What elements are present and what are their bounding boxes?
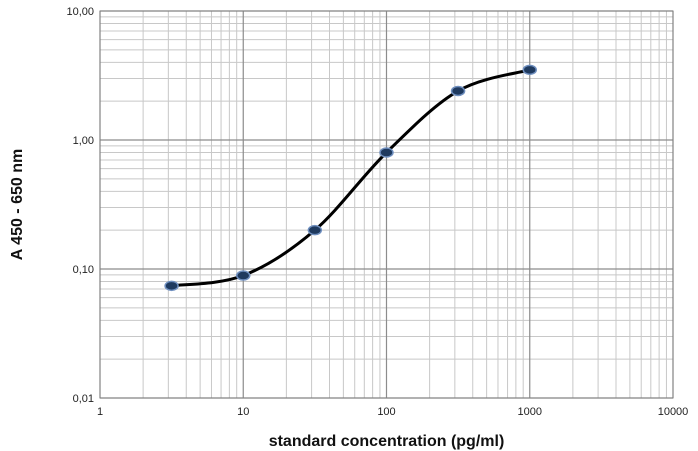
y-tick-label: 1,00 [73, 135, 94, 147]
y-tick-label: 10,00 [66, 6, 94, 18]
y-tick-label: 0,10 [73, 264, 94, 276]
data-point [307, 224, 323, 236]
y-tick-label: 0,01 [73, 393, 94, 405]
y-axis-ticks: 0,01 0,10 1,00 10,00 [66, 6, 94, 405]
data-point [450, 85, 466, 97]
x-axis-title: standard concentration (pg/ml) [269, 433, 505, 450]
data-point [164, 280, 179, 292]
data-point [236, 270, 251, 281]
plot-area-border [99, 10, 674, 399]
x-tick-label: 100 [377, 406, 395, 418]
x-tick-label: 10000 [658, 406, 689, 418]
x-tick-label: 1000 [518, 406, 542, 418]
y-axis-title: A 450 - 650 nm [9, 149, 26, 260]
x-axis-ticks: 1 10 100 1000 10000 [97, 406, 688, 418]
data-point [379, 147, 394, 158]
x-tick-label: 10 [237, 406, 249, 418]
x-tick-label: 1 [97, 406, 103, 418]
data-point [522, 64, 537, 76]
data-points [164, 64, 537, 292]
